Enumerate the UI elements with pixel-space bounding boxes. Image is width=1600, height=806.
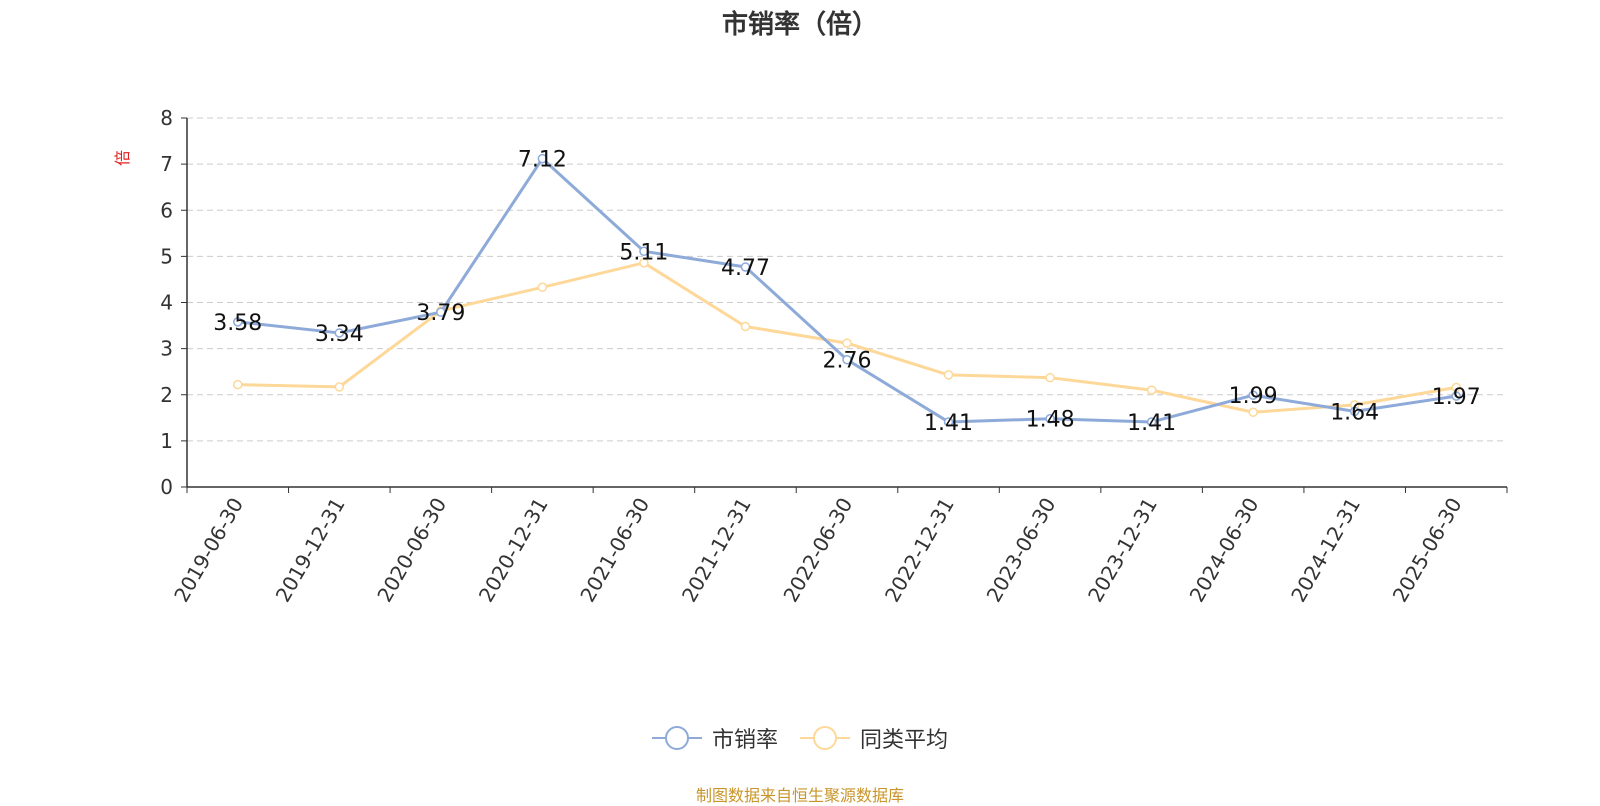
x-tick-label: 2023-06-30 xyxy=(982,494,1061,607)
data-label: 1.99 xyxy=(1229,384,1278,409)
series-2-point xyxy=(233,379,243,390)
y-tick-label: 6 xyxy=(160,198,173,222)
series-1-point xyxy=(842,354,852,365)
series xyxy=(233,153,1461,427)
series-2-point xyxy=(639,258,649,268)
data-labels: 3.58 3.34 3.79 7.12 5.11 4.77 2.76 1.41 1.48 1.41… xyxy=(213,148,1480,436)
series-2-point xyxy=(1248,407,1258,418)
x-tick-label: 2023-12-31 xyxy=(1083,494,1162,607)
y-tick-label: 5 xyxy=(160,244,173,268)
x-tick-label: 2020-12-31 xyxy=(474,494,553,607)
legend-item-series-1[interactable]: 市销率 xyxy=(651,722,778,754)
data-label: 3.58 xyxy=(213,311,262,336)
series-1-point xyxy=(1349,406,1360,417)
data-label: 1.64 xyxy=(1330,400,1379,425)
x-tick-label: 2019-12-31 xyxy=(271,494,350,607)
y-tick-label: 4 xyxy=(160,291,173,315)
x-tick-label: 2025-06-30 xyxy=(1388,494,1467,607)
series-line-1 xyxy=(237,157,1457,424)
series-2-point xyxy=(1146,385,1157,395)
series-1-point xyxy=(639,246,649,257)
x-tick-label: 2020-06-30 xyxy=(372,494,451,607)
data-label: 1.97 xyxy=(1432,385,1481,410)
series-1-point xyxy=(740,262,751,272)
series-2-point xyxy=(943,370,954,380)
series-1-point xyxy=(1451,391,1461,401)
series-1-point xyxy=(334,328,345,338)
series-2-point xyxy=(334,382,345,392)
data-label: 7.12 xyxy=(518,148,567,173)
series-2-point xyxy=(842,338,852,348)
series-1-point xyxy=(1045,413,1055,424)
data-label: 5.11 xyxy=(619,240,668,265)
legend-marker-series-2-icon xyxy=(800,726,850,750)
x-tick-label: 2021-06-30 xyxy=(575,494,654,607)
legend-label-series-2: 同类平均 xyxy=(860,728,949,753)
x-tick-label: 2021-12-31 xyxy=(677,494,756,607)
data-label: 2.76 xyxy=(823,349,872,374)
data-label: 3.34 xyxy=(315,322,364,347)
y-axis-label: 倍 xyxy=(113,150,132,166)
series-2-point xyxy=(537,282,548,293)
series-1-point xyxy=(436,307,446,317)
y-tick-label: 8 xyxy=(160,106,173,130)
data-label: 1.48 xyxy=(1026,408,1075,433)
x-tick-label: 2024-12-31 xyxy=(1286,494,1365,607)
x-tick-label: 2022-06-30 xyxy=(778,494,857,607)
legend-marker-series-1-icon xyxy=(651,726,702,750)
legend-label-series-1: 市销率 xyxy=(711,728,778,753)
y-tick-label: 7 xyxy=(160,152,173,176)
data-label: 1.41 xyxy=(924,411,973,436)
series-1-point xyxy=(537,153,548,164)
series-2-point xyxy=(740,321,751,332)
legend-item-series-2[interactable]: 同类平均 xyxy=(800,722,948,754)
y-tick-label: 3 xyxy=(160,337,173,361)
source-note: 制图数据来自恒生聚源数据库 xyxy=(695,786,904,805)
series-1-point xyxy=(1248,390,1258,400)
series-1-point xyxy=(1146,417,1157,427)
x-tick-label: 2019-06-30 xyxy=(169,494,248,607)
legend: 市销率 同类平均 xyxy=(0,722,1600,754)
x-tick-label: 2022-12-31 xyxy=(880,494,959,607)
y-tick-label: 1 xyxy=(160,429,173,453)
y-tick-label: 2 xyxy=(160,383,173,407)
series-2-point xyxy=(1451,382,1461,393)
x-tick-label: 2024-06-30 xyxy=(1185,494,1264,607)
data-label: 4.77 xyxy=(721,256,770,281)
data-label: 3.79 xyxy=(416,301,465,326)
series-1-point xyxy=(943,417,954,427)
grid-lines xyxy=(187,117,1507,442)
chart-title: 市销率（倍） xyxy=(721,10,878,40)
y-tick-label: 0 xyxy=(160,475,173,499)
series-1-point xyxy=(233,317,243,327)
data-label: 1.41 xyxy=(1127,411,1176,436)
series-2-point xyxy=(1045,372,1055,383)
